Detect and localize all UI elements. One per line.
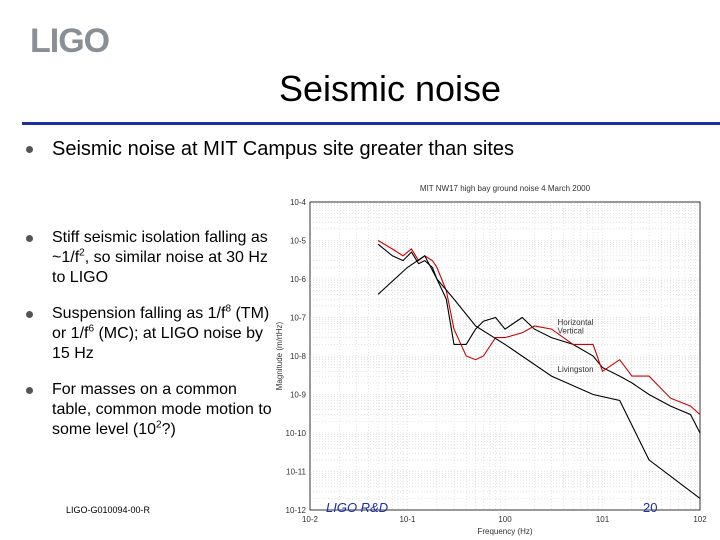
x-tick-label: 102 bbox=[693, 515, 707, 524]
x-tick-label: 10-1 bbox=[399, 515, 416, 524]
bullet-dot bbox=[26, 146, 33, 153]
main-bullet: Seismic noise at MIT Campus site greater… bbox=[26, 138, 514, 161]
main-bullet-text: Seismic noise at MIT Campus site greater… bbox=[52, 138, 515, 160]
y-tick-label: 10-10 bbox=[286, 429, 307, 438]
bullet-dot bbox=[26, 387, 33, 394]
series-line-vertical bbox=[377, 243, 701, 434]
x-axis-label: Frequency (Hz) bbox=[477, 527, 532, 536]
series-label-vertical: Vertical bbox=[558, 327, 584, 336]
x-tick-label: 100 bbox=[498, 515, 512, 524]
title-divider bbox=[22, 122, 720, 125]
y-tick-label: 10-9 bbox=[290, 391, 307, 400]
slide-title: Seismic noise bbox=[278, 68, 502, 109]
page-number: 20 bbox=[643, 500, 658, 515]
x-tick-label: 101 bbox=[596, 515, 610, 524]
ligo-logo: LIGO bbox=[30, 22, 110, 60]
bullet-item: For masses on a common table, common mod… bbox=[26, 380, 276, 440]
bullet-item: Suspension falling as 1/f8 (TM) or 1/f6 … bbox=[26, 304, 276, 364]
x-tick-label: 10-2 bbox=[302, 515, 319, 524]
y-tick-label: 10-8 bbox=[290, 352, 307, 361]
series-label-horizontal: Horizontal bbox=[558, 318, 594, 327]
bullet-item: Stiff seismic isolation falling as ~1/f2… bbox=[26, 228, 276, 288]
y-tick-label: 10-7 bbox=[290, 314, 307, 323]
y-axis-label: Magnitude (m/rtHz) bbox=[275, 321, 284, 390]
y-tick-label: 10-6 bbox=[290, 275, 307, 284]
footer-center-label: LIGO R&D bbox=[326, 500, 389, 515]
chart-title: MIT NW17 high bay ground noise 4 March 2… bbox=[420, 184, 591, 193]
y-tick-label: 10-4 bbox=[290, 198, 307, 207]
bullet-list: Stiff seismic isolation falling as ~1/f2… bbox=[26, 228, 276, 456]
bullet-dot bbox=[26, 311, 33, 318]
bullet-dot bbox=[26, 235, 33, 242]
document-id: LIGO-G010094-00-R bbox=[66, 505, 151, 515]
seismic-noise-chart: 10-2 10-1 100 101 102 10-4 10-5 10-6 10-7 10-8 10-… bbox=[275, 184, 707, 536]
y-tick-label: 10-11 bbox=[286, 468, 306, 477]
y-tick-label: 10-12 bbox=[286, 506, 307, 515]
series-line-livingston bbox=[377, 255, 701, 499]
series-label-livingston: Livingston bbox=[558, 365, 594, 374]
y-tick-label: 10-5 bbox=[290, 237, 307, 246]
